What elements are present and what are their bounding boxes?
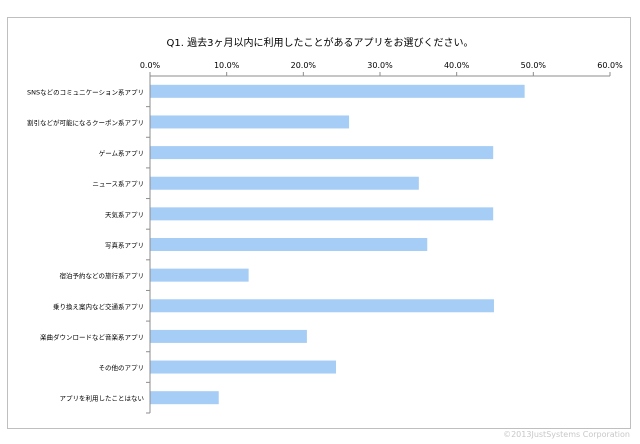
bar (150, 146, 494, 160)
category-label: 乗り換え案内など交通系アプリ (53, 302, 144, 311)
category-label: その他のアプリ (99, 363, 145, 372)
category-label: 写真系アプリ (105, 241, 144, 250)
x-tick-label: 20.0% (291, 61, 317, 70)
bar (150, 391, 219, 405)
x-tick-label: 40.0% (444, 61, 470, 70)
x-tick-label: 50.0% (521, 61, 547, 70)
bar (150, 329, 307, 343)
category-label: SNSなどのコミュニケーション系アプリ (27, 87, 144, 96)
category-label: ニュース系アプリ (92, 179, 144, 188)
bar (150, 299, 494, 313)
bar (150, 238, 428, 251)
bar (150, 207, 494, 221)
category-label: アプリを利用したことはない (60, 394, 145, 403)
category-label: 楽曲ダウンロードなど音楽系アプリ (40, 332, 144, 341)
bar (150, 84, 525, 98)
category-label: 天気系アプリ (105, 210, 144, 219)
x-tick-label: 10.0% (214, 61, 240, 70)
bar (150, 115, 350, 129)
category-label: 割引などが可能になるクーポン系アプリ (27, 118, 144, 127)
bar (150, 176, 419, 190)
x-tick-label: 60.0% (597, 61, 623, 70)
copyright-text: ©2013JustSystems Corporation (503, 430, 630, 439)
category-label: ゲーム系アプリ (99, 149, 144, 158)
category-label: 宿泊予約などの旅行系アプリ (60, 271, 145, 280)
x-tick-label: 0.0% (140, 61, 161, 70)
bar (150, 268, 249, 282)
bar (150, 360, 337, 374)
chart-title: Q1. 過去3ヶ月以内に利用したことがあるアプリをお選びください。 (166, 38, 474, 49)
x-tick-label: 30.0% (367, 61, 393, 70)
